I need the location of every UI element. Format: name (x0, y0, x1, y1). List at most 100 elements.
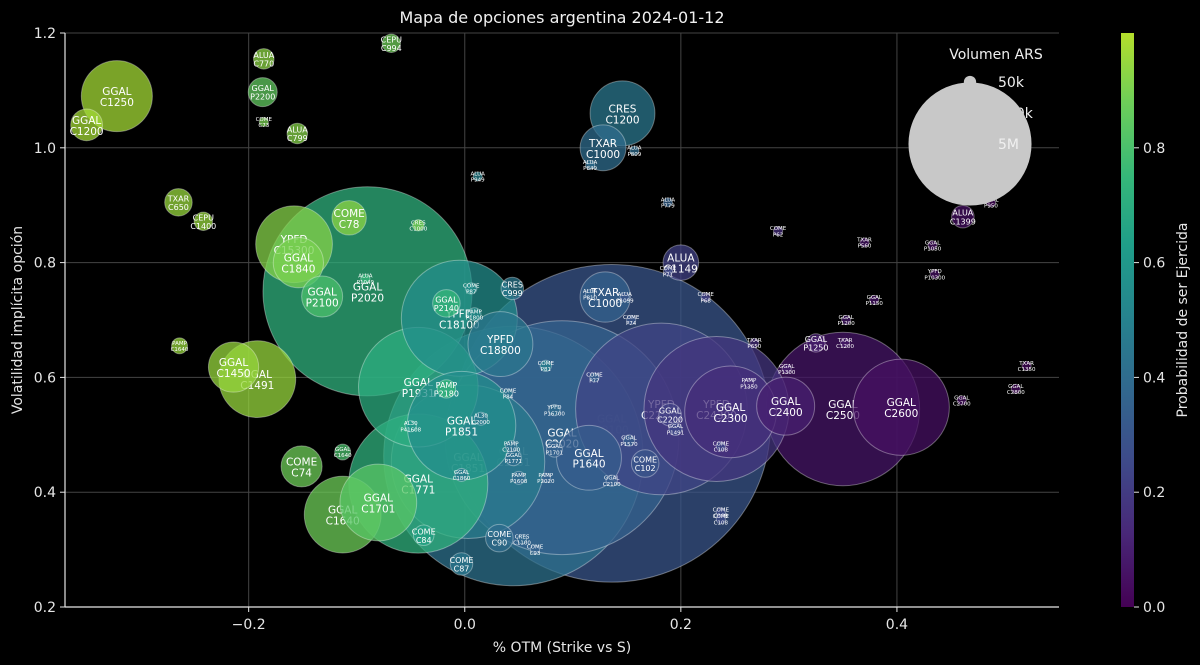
bubble-strike-label: C2800 (1007, 390, 1025, 396)
bubble-strike-label: C108 (714, 448, 729, 454)
bubble-strike-label: C650 (168, 203, 189, 212)
bubble-ticker-label: PAMP (504, 441, 519, 447)
bubble-strike-label: P68 (701, 298, 712, 304)
data-bubble (412, 219, 425, 232)
data-bubble (619, 291, 630, 303)
bubble-ticker-label: GGAL (335, 447, 351, 453)
data-bubble (472, 171, 483, 182)
bubble-ticker-label: CEPU (193, 213, 214, 222)
bubble-ticker-label: PAMP (742, 378, 757, 384)
bubble-strike-label: C102 (635, 464, 656, 473)
data-bubble (715, 441, 726, 452)
bubble-strike-label: P1250 (803, 344, 828, 353)
data-bubble (629, 145, 640, 156)
data-bubble (404, 420, 417, 433)
bubble-strike-label: P87 (466, 290, 477, 296)
bubble-ticker-label: GGAL (72, 115, 101, 127)
data-bubble (511, 470, 526, 485)
bubble-ticker-label: COME (286, 456, 317, 468)
data-bubble (859, 237, 870, 248)
data-bubble (622, 434, 636, 447)
data-bubble (502, 388, 514, 399)
bubble-ticker-label: COME (586, 372, 603, 378)
bubble-ticker-label: GGAL (364, 493, 393, 505)
bubble-strike-label: C90 (491, 539, 507, 548)
bubble-ticker-label: GGAL (954, 395, 970, 401)
bubble-strike-label: C994 (381, 44, 402, 53)
bubble-ticker-label: ALUA (661, 197, 676, 203)
bubble-strike-label: P1350 (740, 384, 758, 390)
bubble-ticker-label: GGAL (1008, 384, 1024, 390)
colorbar-tick-label: 0.8 (1143, 141, 1165, 157)
bubble-ticker-label: COME (713, 441, 730, 447)
data-bubble (662, 266, 673, 277)
bubble-ticker-label: GGAL (668, 424, 684, 430)
bubble-ticker-label: CRES (502, 280, 523, 289)
data-bubble (626, 314, 637, 326)
bubble-ticker-label: GGAL (838, 315, 854, 321)
data-bubble (540, 472, 551, 483)
data-bubble (589, 372, 600, 383)
bubble-ticker-label: GGAL (659, 407, 682, 416)
data-bubble (247, 77, 278, 108)
data-bubble (467, 307, 482, 322)
bubble-strike-label: C2300 (714, 413, 748, 425)
data-bubble (207, 341, 260, 393)
bubble-strike-label: P2100 (306, 297, 339, 309)
bubble-ticker-label: GGAL (284, 253, 313, 265)
bubble-ticker-label: GGAL (604, 476, 620, 482)
legend-size-marker (908, 82, 1032, 206)
bubble-ticker-label: GGAL (779, 364, 795, 370)
bubble-strike-label: P1491 (667, 430, 684, 436)
data-bubble (630, 449, 660, 478)
y-tick-label: 0.4 (34, 485, 56, 501)
bubble-strike-label: C1250 (100, 97, 134, 109)
bubble-ticker-label: ALUA (358, 274, 373, 280)
bubble-ticker-label: PAMP (436, 381, 458, 390)
bubble-ticker-label: GGAL (547, 444, 563, 450)
bubble-strike-label: P74 (626, 321, 637, 327)
bubble-strike-label: C74 (291, 467, 312, 479)
bubble-strike-label: P2020 (537, 479, 555, 485)
bubble-ticker-label: GGAL (219, 357, 248, 369)
data-bubble (841, 314, 852, 326)
bubble-strike-label: P2180 (434, 389, 459, 398)
data-bubble (756, 376, 816, 436)
bubble-strike-label: P1851 (445, 427, 478, 439)
bubble-ticker-label: COME (698, 292, 715, 298)
bubble-ticker-label: COME (713, 507, 730, 513)
bubble-strike-label: P2200 (250, 93, 275, 102)
data-bubble (749, 337, 760, 349)
bubble-ticker-label: COME (450, 556, 474, 565)
size-legend: Volumen ARS 50k500k5M (908, 47, 1043, 206)
bubble-strike-label: C999 (502, 289, 523, 298)
bubble-ticker-label: GGAL (887, 397, 916, 409)
data-bubble (773, 225, 784, 237)
bubble-strike-label: C1640 (334, 453, 352, 459)
data-bubble (743, 378, 755, 389)
bubble-strike-label: C770 (253, 59, 274, 68)
data-bubble (956, 395, 967, 406)
bubble-strike-label: P1570 (620, 442, 638, 448)
bubble-ticker-label: COME (487, 530, 511, 539)
bubble-strike-label: P1300 (778, 370, 796, 376)
bubble-ticker-label: ALUA (471, 172, 486, 178)
bubble-strike-label: P1800 (466, 315, 484, 321)
bubble-ticker-label: CRES (609, 103, 637, 115)
bubble-strike-label: P1771 (505, 459, 522, 465)
y-tick-label: 1.2 (34, 26, 56, 42)
bubble-strike-label: C1200 (605, 114, 639, 126)
bubble-strike-label: C2700 (953, 402, 971, 408)
data-bubble (927, 240, 938, 251)
bubble-strike-label: P1640 (572, 459, 605, 471)
data-bubble (80, 60, 153, 133)
data-bubble (839, 337, 851, 349)
data-bubble (700, 291, 711, 303)
bubble-strike-label: P10300 (924, 275, 945, 281)
bubble-ticker-label: TXAR (1018, 361, 1034, 367)
colorbar-gradient (1121, 33, 1134, 607)
bubble-ticker-label: PAMP (511, 473, 526, 479)
bubble-strike-label: C84 (416, 536, 432, 545)
